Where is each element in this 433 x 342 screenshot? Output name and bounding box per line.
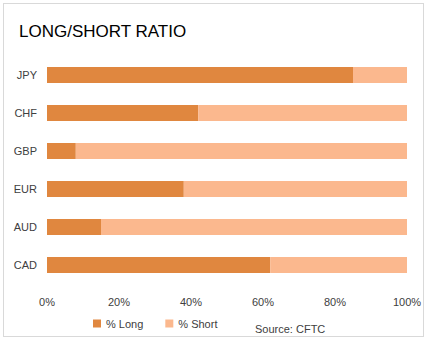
svg-text:EUR: EUR — [14, 183, 37, 195]
svg-text:100%: 100% — [393, 296, 421, 308]
svg-text:% Short: % Short — [178, 318, 217, 330]
svg-text:40%: 40% — [180, 296, 202, 308]
svg-text:JPY: JPY — [17, 69, 38, 81]
svg-text:Source: CFTC: Source: CFTC — [255, 323, 325, 335]
svg-text:0%: 0% — [39, 296, 55, 308]
svg-text:AUD: AUD — [14, 221, 37, 233]
svg-text:20%: 20% — [108, 296, 130, 308]
svg-text:CAD: CAD — [14, 259, 37, 271]
svg-text:GBP: GBP — [14, 145, 37, 157]
svg-text:60%: 60% — [252, 296, 274, 308]
svg-text:% Long: % Long — [106, 318, 143, 330]
svg-text:CHF: CHF — [14, 107, 37, 119]
svg-text:LONG/SHORT RATIO: LONG/SHORT RATIO — [19, 22, 186, 41]
svg-text:80%: 80% — [324, 296, 346, 308]
